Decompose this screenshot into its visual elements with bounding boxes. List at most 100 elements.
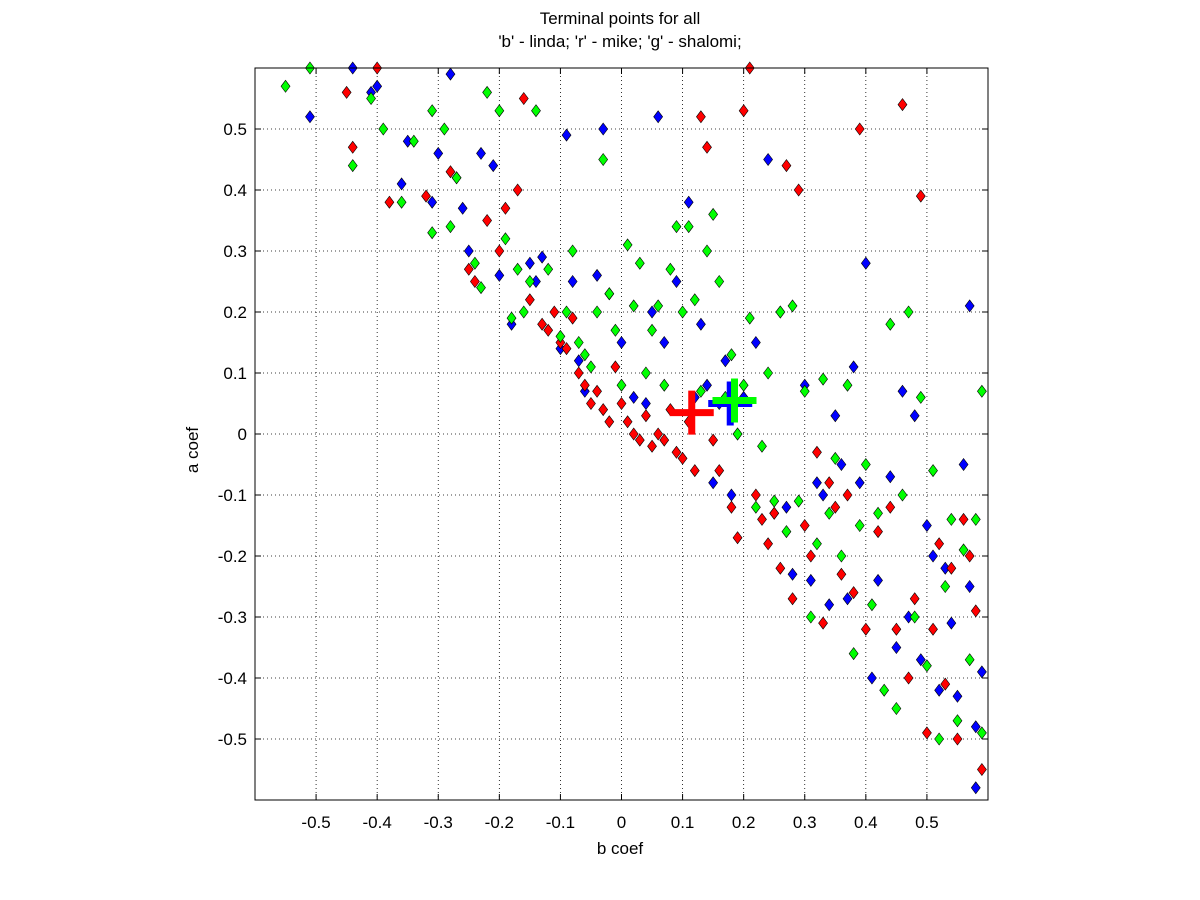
data-point — [561, 305, 572, 319]
data-point — [592, 305, 602, 319]
data-point — [793, 494, 804, 508]
data-point — [598, 403, 609, 417]
data-point — [616, 397, 627, 410]
data-point — [958, 543, 969, 557]
data-point — [408, 134, 419, 148]
data-point — [696, 317, 706, 331]
data-point — [836, 549, 847, 563]
data-point — [787, 567, 798, 581]
data-point — [946, 512, 957, 526]
data-point — [305, 110, 315, 124]
data-point — [909, 409, 920, 423]
data-point — [922, 519, 932, 532]
y-tick-label: 0 — [238, 425, 247, 444]
data-point — [604, 415, 615, 429]
data-point — [494, 104, 505, 118]
data-point — [506, 311, 517, 325]
data-point — [708, 476, 718, 490]
data-point — [775, 561, 786, 575]
grid — [255, 68, 988, 800]
data-point — [915, 653, 926, 667]
data-point — [470, 275, 480, 288]
data-point — [396, 177, 407, 191]
y-tick-label: 0.1 — [223, 364, 247, 383]
data-point — [854, 122, 865, 136]
data-point — [726, 500, 737, 514]
data-point — [579, 378, 590, 392]
data-point — [622, 415, 633, 429]
data-point — [769, 494, 780, 508]
data-point — [903, 305, 914, 319]
y-tick-label: -0.2 — [218, 547, 247, 566]
data-point — [347, 159, 358, 173]
x-tick-label: 0.5 — [915, 813, 939, 832]
data-point — [683, 220, 694, 234]
data-point — [549, 305, 560, 319]
data-point — [280, 79, 291, 93]
data-point — [781, 159, 792, 173]
data-point — [561, 128, 572, 142]
chart-subtitle: 'b' - linda; 'r' - mike; 'g' - shalomi; — [498, 32, 741, 51]
data-point — [964, 653, 975, 667]
y-tick-label: -0.3 — [218, 608, 247, 627]
data-point — [647, 305, 657, 319]
data-point — [427, 195, 438, 209]
data-point — [897, 488, 908, 502]
data-point — [702, 244, 712, 258]
data-point — [787, 592, 798, 606]
data-point — [934, 732, 945, 746]
data-point — [579, 348, 590, 362]
data-point — [909, 610, 920, 624]
data-point — [696, 384, 706, 398]
data-point — [934, 537, 945, 551]
data-point — [757, 439, 767, 453]
data-point — [799, 519, 810, 532]
data-point — [714, 464, 725, 478]
data-point — [854, 519, 865, 532]
x-tick-label: -0.5 — [301, 813, 330, 832]
data-point — [812, 537, 822, 551]
data-point — [543, 323, 554, 337]
data-point — [940, 677, 951, 691]
data-point — [805, 573, 816, 587]
data-point — [751, 488, 761, 502]
data-point — [714, 275, 725, 288]
data-point — [439, 122, 450, 136]
data-point — [775, 305, 786, 319]
data-point — [610, 323, 621, 337]
data-point — [805, 610, 816, 624]
data-point — [677, 305, 688, 319]
x-tick-label: -0.3 — [424, 813, 453, 832]
data-point — [671, 220, 682, 234]
data-point — [641, 397, 651, 410]
data-point — [518, 92, 529, 105]
data-point — [500, 201, 511, 215]
data-point — [476, 281, 486, 295]
x-axis-label: b coef — [597, 839, 644, 858]
data-point — [604, 287, 615, 301]
data-point — [836, 567, 847, 581]
data-point — [622, 238, 633, 252]
data-point — [891, 622, 902, 636]
x-tick-label: 0 — [617, 813, 626, 832]
data-point — [867, 598, 877, 612]
data-point — [653, 427, 664, 441]
data-point — [751, 336, 761, 349]
mean-marker-mike — [669, 390, 714, 435]
data-point — [940, 580, 951, 593]
data-point — [873, 506, 883, 520]
data-point — [476, 146, 486, 160]
data-point — [494, 268, 505, 282]
data-point — [830, 500, 841, 514]
data-point — [659, 378, 670, 392]
y-tick-label: -0.4 — [218, 669, 247, 688]
data-point — [885, 500, 896, 514]
data-point — [848, 647, 859, 661]
data-point — [628, 427, 639, 441]
data-point — [488, 159, 499, 173]
data-point — [708, 207, 718, 221]
data-point — [824, 598, 835, 612]
data-point — [757, 512, 767, 526]
data-point — [525, 275, 535, 288]
